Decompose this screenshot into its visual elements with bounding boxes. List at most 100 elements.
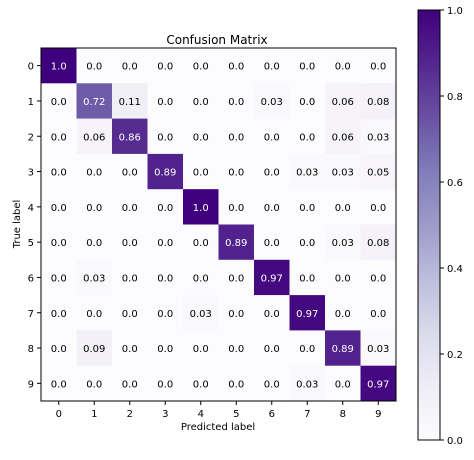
cell-value-label: 0.0: [264, 309, 280, 320]
cell-value-label: 0.0: [157, 97, 173, 108]
heatmap-cell: [112, 224, 148, 261]
cell-value-label: 0.0: [264, 168, 280, 179]
cell-value-label: 0.0: [86, 309, 102, 320]
heatmap-cell: [41, 48, 77, 84]
heatmap-cell: [41, 224, 77, 261]
heatmap-cell: [147, 118, 184, 155]
x-tick-label: 1: [91, 409, 97, 420]
heatmap-cell: [183, 153, 219, 190]
heatmap-cell: [112, 365, 148, 402]
heatmap-cell: [41, 365, 77, 402]
heatmap-cell: [325, 118, 361, 155]
colorbar-ticks: 0.0 0.2 0.4 0.6 0.8 1.0: [440, 6, 463, 447]
cell-value-label: 0.0: [264, 238, 280, 249]
heatmap-cell: [325, 259, 361, 296]
cell-value-label: 0.0: [335, 379, 351, 390]
colorbar-tick-label: 0.8: [447, 92, 463, 103]
heatmap-cell: [254, 365, 290, 402]
heatmap-cell: [218, 153, 255, 190]
heatmap-cell: [183, 365, 219, 402]
heatmap-cell: [360, 83, 397, 119]
heatmap-cell: [289, 365, 326, 402]
heatmap-cell: [360, 48, 397, 84]
heatmap-cell: [325, 83, 361, 119]
heatmap-cell: [289, 118, 326, 155]
cell-value-label: 0.0: [86, 168, 102, 179]
heatmap-cell: [112, 48, 148, 84]
cell-value-label: 0.0: [370, 309, 386, 320]
heatmap-cell: [218, 189, 255, 225]
cell-value-label: 0.0: [264, 344, 280, 355]
heatmap-cell: [183, 259, 219, 296]
heatmap-cell: [254, 153, 290, 190]
heatmap-cell: [325, 295, 361, 331]
heatmap-cell: [360, 153, 397, 190]
x-tick-label: 9: [375, 409, 381, 420]
cell-value-label: 0.0: [122, 379, 138, 390]
cell-value-label: 0.72: [83, 97, 105, 108]
heatmap-cell: [76, 118, 113, 155]
heatmap-cell: [76, 48, 113, 84]
cell-value-label: 0.86: [119, 132, 141, 143]
heatmap-cell: [41, 118, 77, 155]
cell-value-label: 0.0: [193, 273, 209, 284]
heatmap-cell: [76, 83, 113, 119]
heatmap-cell: [112, 189, 148, 225]
colorbar-tick-label: 0.6: [447, 178, 463, 189]
heatmap-cell: [112, 118, 148, 155]
heatmap-cell: [360, 295, 397, 331]
cell-value-label: 0.0: [228, 273, 244, 284]
cell-value-label: 0.06: [332, 132, 354, 143]
y-tick-label: 5: [28, 238, 34, 249]
heatmap-cell: [289, 189, 326, 225]
heatmap-cell: [325, 365, 361, 402]
cell-value-label: 0.0: [264, 132, 280, 143]
cell-value-label: 0.97: [296, 309, 318, 320]
cell-value-label: 0.0: [157, 379, 173, 390]
heatmap-cell: [218, 295, 255, 331]
heatmap-cell: [76, 295, 113, 331]
heatmap-cell: [76, 365, 113, 402]
heatmap-cell: [112, 259, 148, 296]
cell-value-label: 0.08: [367, 238, 389, 249]
heatmap-cell: [183, 330, 219, 366]
cell-value-label: 0.0: [122, 344, 138, 355]
cell-value-label: 0.0: [299, 344, 315, 355]
cell-value-label: 0.0: [122, 62, 138, 73]
y-tick-label: 3: [28, 168, 34, 179]
heatmap-cell: [41, 295, 77, 331]
cell-value-label: 0.0: [51, 97, 67, 108]
cell-value-label: 0.0: [264, 62, 280, 73]
cell-value-label: 0.0: [51, 203, 67, 214]
cell-value-label: 0.0: [51, 309, 67, 320]
chart-title: Confusion Matrix: [166, 33, 267, 47]
cell-value-label: 0.89: [332, 344, 354, 355]
cell-value-label: 0.89: [154, 168, 176, 179]
cell-value-label: 0.0: [86, 238, 102, 249]
cell-value-label: 0.0: [122, 168, 138, 179]
cell-value-label: 0.97: [367, 379, 389, 390]
y-tick-label: 8: [28, 344, 34, 355]
cell-value-label: 0.0: [228, 62, 244, 73]
heatmap-cell: [254, 295, 290, 331]
cell-value-label: 0.0: [335, 309, 351, 320]
heatmap-cell: [218, 365, 255, 402]
heatmap-cell: [254, 48, 290, 84]
heatmap-cell: [325, 189, 361, 225]
y-tick-label: 7: [28, 309, 34, 320]
heatmap-cell: [289, 259, 326, 296]
heatmap-cell: [112, 330, 148, 366]
x-axis: 0 1 2 3 4 5 6 7 8 9: [56, 401, 381, 420]
x-tick-label: 7: [304, 409, 310, 420]
cell-value-label: 0.0: [157, 203, 173, 214]
heatmap-cell: [254, 224, 290, 261]
cell-value-label: 0.0: [299, 62, 315, 73]
heatmap-cell: [254, 189, 290, 225]
heatmap-cell: [218, 259, 255, 296]
y-tick-label: 6: [28, 273, 34, 284]
heatmap-cell: [360, 365, 397, 402]
cell-value-label: 0.89: [225, 238, 247, 249]
x-tick-label: 4: [198, 409, 204, 420]
cell-value-label: 0.03: [332, 168, 354, 179]
